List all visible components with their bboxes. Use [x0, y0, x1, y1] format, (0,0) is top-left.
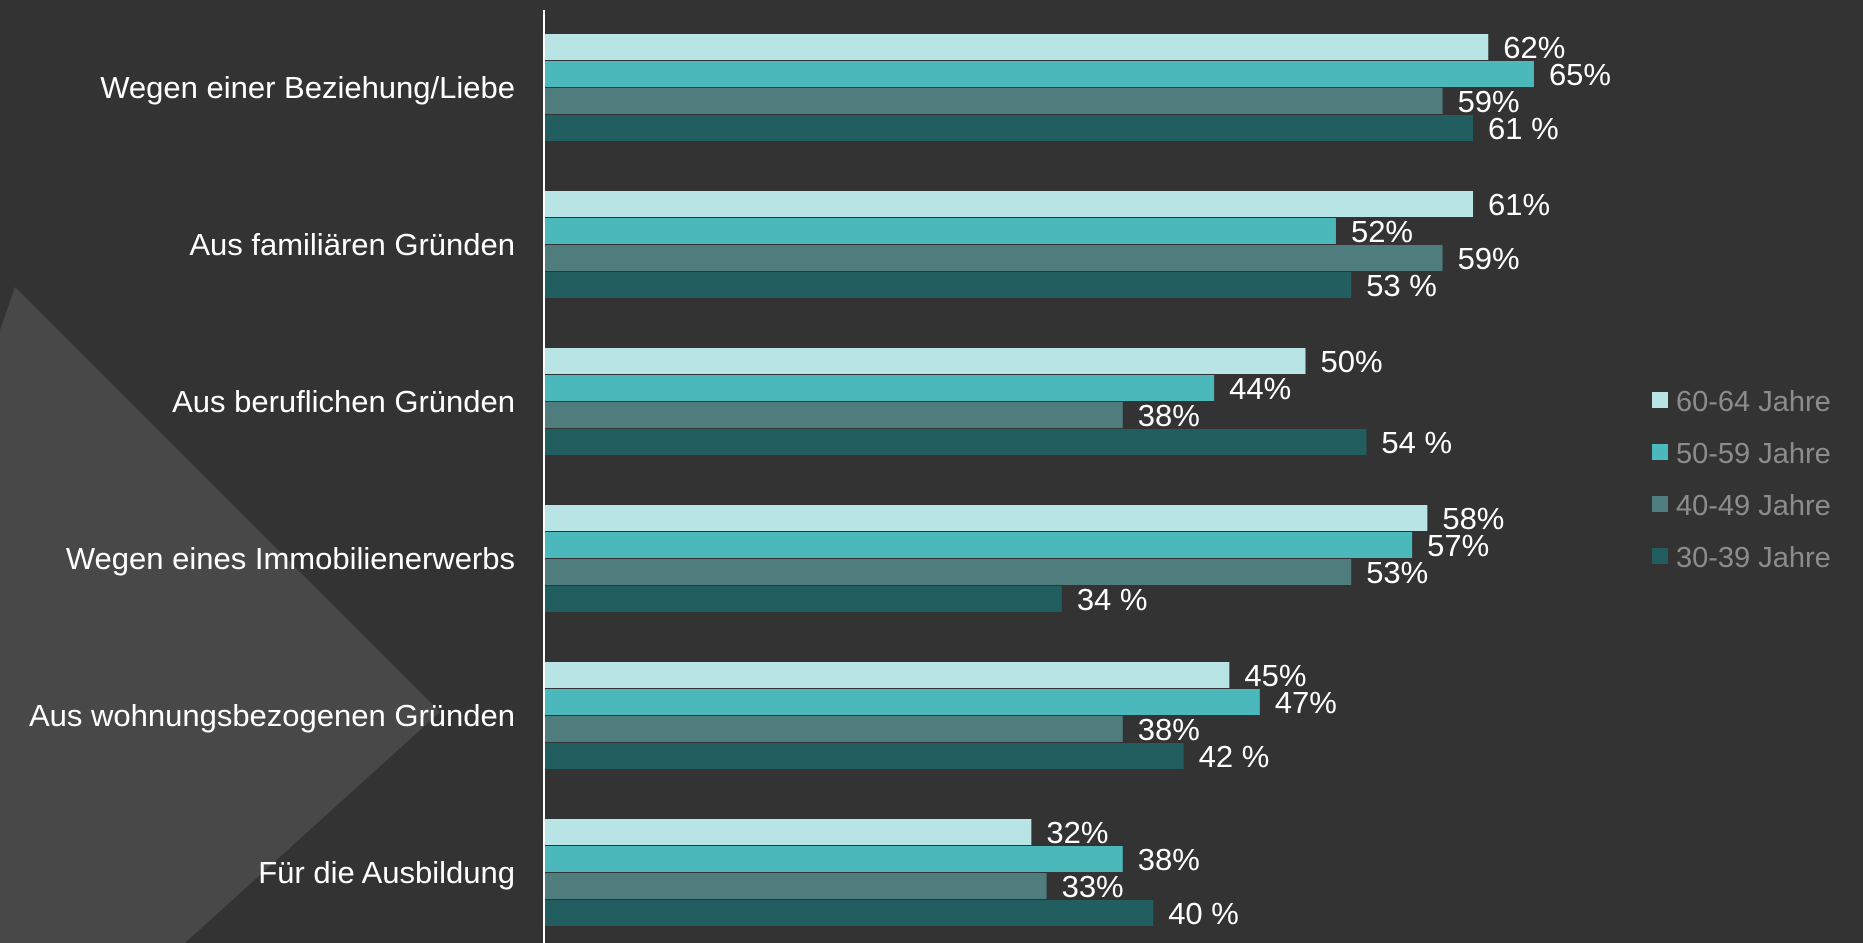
bar-4-4	[544, 586, 1062, 612]
legend-swatch-4	[1652, 548, 1668, 564]
data-label-1-2: 65%	[1549, 57, 1611, 92]
bar-2-1	[544, 191, 1474, 217]
data-label-5-3: 38%	[1138, 712, 1200, 747]
data-label-2-1: 61%	[1488, 187, 1550, 222]
category-labels-group: Wegen einer Beziehung/Liebe Aus familiäre…	[29, 70, 515, 890]
bar-5-4	[544, 743, 1184, 769]
bar-5-1	[544, 662, 1230, 688]
bar-2-3	[544, 245, 1443, 271]
bar-5-2	[544, 689, 1260, 715]
legend-item-2: 50-59 Jahre	[1652, 438, 1831, 470]
data-label-1-3: 59%	[1458, 84, 1520, 119]
data-label-5-4: 42 %	[1199, 739, 1270, 774]
bar-3-3	[544, 402, 1123, 428]
bar-2-2	[544, 218, 1336, 244]
bar-6-4	[544, 900, 1154, 926]
background-decor-triangle	[0, 287, 440, 943]
data-label-6-3: 33%	[1062, 869, 1124, 904]
legend-item-3: 40-49 Jahre	[1652, 490, 1831, 522]
bar-3-2	[544, 375, 1215, 401]
bar-6-2	[544, 846, 1123, 872]
bar-1-3	[544, 88, 1443, 114]
legend-swatch-3	[1652, 496, 1668, 512]
bar-1-1	[544, 34, 1489, 60]
bar-3-4	[544, 429, 1367, 455]
data-label-6-1: 32%	[1046, 815, 1108, 850]
data-label-3-3: 38%	[1138, 398, 1200, 433]
data-label-4-4: 34 %	[1077, 582, 1148, 617]
data-label-3-2: 44%	[1229, 371, 1291, 406]
category-label-5: Aus wohnungsbezogenen Gründen	[29, 698, 515, 733]
data-label-4-1: 58%	[1442, 501, 1504, 536]
data-label-4-2: 57%	[1427, 528, 1489, 563]
data-label-4-3: 53%	[1366, 555, 1428, 590]
data-label-5-1: 45%	[1244, 658, 1306, 693]
data-label-3-1: 50%	[1321, 344, 1383, 379]
category-label-2: Aus familiären Gründen	[189, 227, 515, 262]
bars-group	[544, 34, 1534, 926]
bar-4-2	[544, 532, 1413, 558]
bar-2-4	[544, 272, 1352, 298]
legend-label-3: 40-49 Jahre	[1676, 490, 1831, 522]
data-label-6-2: 38%	[1138, 842, 1200, 877]
legend-item-1: 60-64 Jahre	[1652, 386, 1831, 418]
category-label-3: Aus beruflichen Gründen	[172, 384, 515, 419]
legend-label-2: 50-59 Jahre	[1676, 438, 1831, 470]
bar-6-3	[544, 873, 1047, 899]
data-label-3-4: 54 %	[1381, 425, 1452, 460]
data-label-1-1: 62%	[1503, 30, 1565, 65]
data-label-2-2: 52%	[1351, 214, 1413, 249]
data-label-2-3: 59%	[1458, 241, 1520, 276]
legend-item-4: 30-39 Jahre	[1652, 542, 1831, 574]
value-labels-group: 62%65%59%61 %61%52%59%53 %50%44%38%54 %5…	[1046, 30, 1611, 931]
bar-6-1	[544, 819, 1032, 845]
legend-label-4: 30-39 Jahre	[1676, 542, 1831, 574]
data-label-5-2: 47%	[1275, 685, 1337, 720]
bar-4-1	[544, 505, 1428, 531]
data-label-6-4: 40 %	[1168, 896, 1239, 931]
category-label-1: Wegen einer Beziehung/Liebe	[100, 70, 515, 105]
data-label-2-4: 53 %	[1366, 268, 1437, 303]
legend-swatch-1	[1652, 392, 1668, 408]
legend-swatch-2	[1652, 444, 1668, 460]
bar-4-3	[544, 559, 1352, 585]
legend: 60-64 Jahre 50-59 Jahre 40-49 Jahre 30-39 J…	[1652, 386, 1831, 574]
bar-1-4	[544, 115, 1474, 141]
bar-5-3	[544, 716, 1123, 742]
bar-3-1	[544, 348, 1306, 374]
category-label-4: Wegen eines Immobilienerwerbs	[66, 541, 515, 576]
bar-1-2	[544, 61, 1534, 87]
category-label-6: Für die Ausbildung	[258, 855, 515, 890]
legend-label-1: 60-64 Jahre	[1676, 386, 1831, 418]
data-label-1-4: 61 %	[1488, 111, 1559, 146]
